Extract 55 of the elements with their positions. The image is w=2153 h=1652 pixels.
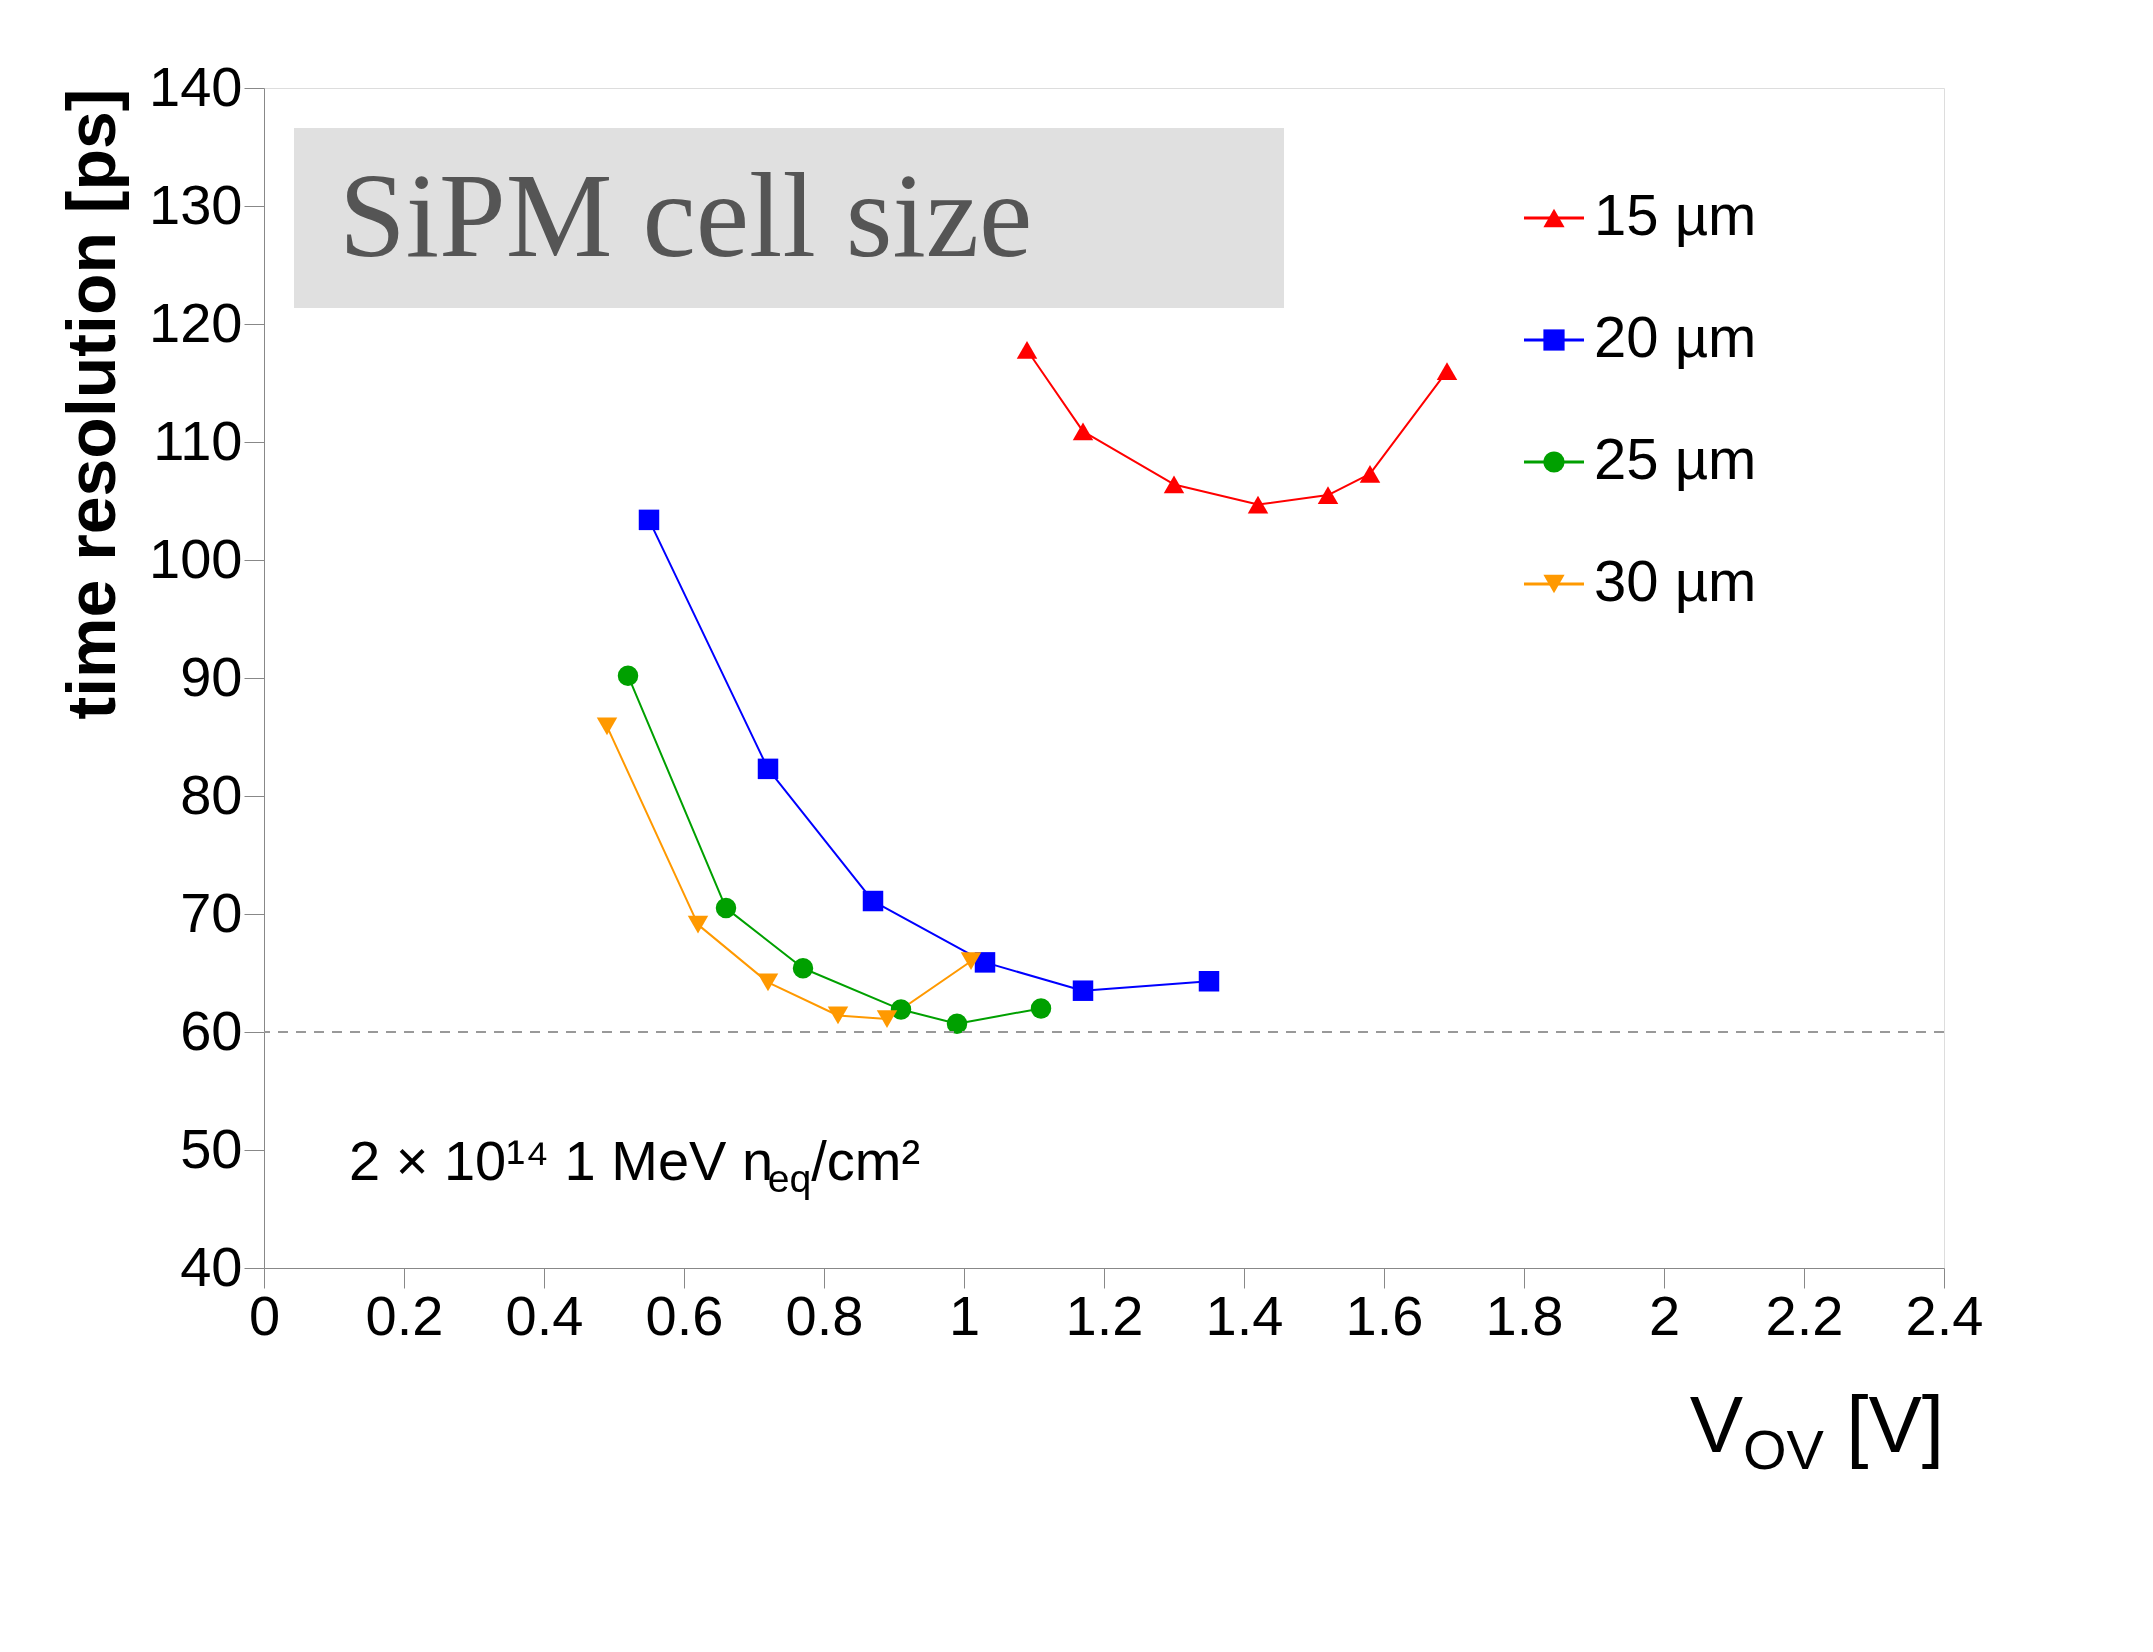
y-tick-label: 40: [180, 1234, 243, 1298]
legend-label: 25 µm: [1594, 426, 1757, 491]
y-tick-label: 140: [149, 54, 243, 118]
point: [1247, 495, 1269, 514]
point: [862, 890, 884, 912]
x-tick-label: 1.6: [1345, 1283, 1424, 1347]
point: [1030, 998, 1052, 1019]
x-tick-label: 2: [1648, 1283, 1681, 1347]
y-tick-label: 70: [180, 880, 243, 944]
x-tick-label: 1.8: [1485, 1283, 1564, 1347]
point: [890, 999, 912, 1020]
point: [1072, 980, 1094, 1001]
x-tick-label: 2.2: [1765, 1283, 1844, 1347]
x-tick-label: 0.4: [505, 1283, 584, 1347]
legend-label: 15 µm: [1594, 182, 1757, 247]
x-tick-label: 2.4: [1905, 1283, 1984, 1347]
y-tick-label: 130: [149, 172, 243, 236]
point: [876, 1010, 898, 1028]
y-tick-label: 60: [180, 998, 243, 1062]
y-tick-label: 80: [180, 762, 243, 826]
point: [1198, 971, 1220, 992]
point: [596, 717, 618, 736]
point: [757, 973, 779, 992]
y-tick-label: 100: [149, 526, 243, 590]
y-tick-label: 50: [180, 1116, 243, 1180]
x-tick-label: 1.4: [1205, 1283, 1284, 1347]
x-tick-label: 1.2: [1065, 1283, 1144, 1347]
point: [974, 952, 996, 973]
point: [1359, 464, 1381, 483]
point: [1163, 475, 1185, 494]
x-tick-label: 0.2: [365, 1283, 444, 1347]
point: [638, 509, 660, 531]
point: [687, 915, 709, 934]
point: [1072, 422, 1094, 441]
point: [757, 758, 779, 780]
legend-label: 30 µm: [1594, 548, 1757, 613]
legend-label: 20 µm: [1594, 304, 1757, 369]
y-tick-label: 90: [180, 644, 243, 708]
y-tick-label: 120: [149, 290, 243, 354]
point: [1436, 362, 1458, 381]
point: [617, 665, 639, 686]
y-axis-title: time resolution [ps]: [53, 88, 130, 720]
annotation: SiPM cell size: [339, 149, 1033, 282]
point: [960, 952, 982, 971]
point: [1317, 486, 1339, 504]
point: [1016, 341, 1038, 359]
x-tick-label: 0: [248, 1283, 281, 1347]
x-tick-label: 1: [948, 1283, 981, 1347]
point: [792, 958, 814, 979]
x-tick-label: 0.6: [645, 1283, 724, 1347]
point: [715, 897, 737, 919]
y-tick-label: 110: [153, 408, 243, 472]
point: [827, 1006, 849, 1025]
x-tick-label: 0.8: [785, 1283, 864, 1347]
point: [946, 1013, 968, 1034]
